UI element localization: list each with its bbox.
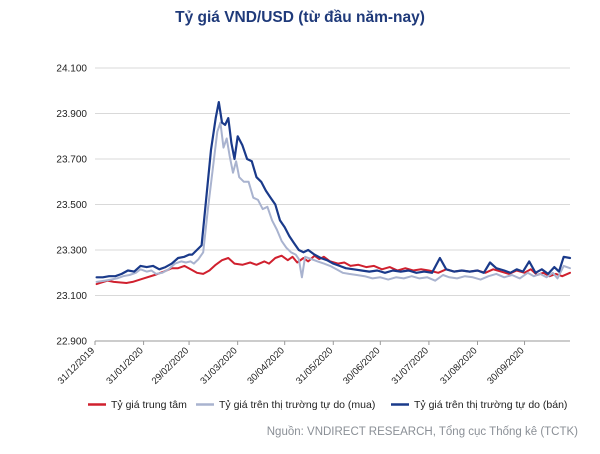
x-tick-label: 29/02/2020 — [150, 345, 191, 386]
y-tick-label: 24.100 — [56, 64, 87, 75]
chart-title: Tỷ giá VND/USD (từ đầu năm-nay) — [175, 9, 425, 26]
x-tick-label: 30/09/2020 — [485, 345, 526, 386]
x-tick-label: 30/06/2020 — [341, 345, 382, 386]
y-tick-label: 23.300 — [56, 246, 87, 257]
y-tick-label: 23.500 — [56, 200, 87, 211]
y-tick-label: 23.900 — [56, 109, 87, 120]
source-note: Nguồn: VNDIRECT RESEARCH, Tổng cục Thống… — [266, 426, 578, 438]
x-tick-label: 31/12/2019 — [56, 345, 97, 386]
legend-label-1: Tỷ giá trung tâm — [111, 399, 187, 411]
x-axis: 31/12/2019 31/01/2020 29/02/2020 31/03/2020… — [56, 340, 570, 387]
y-axis: 22.900 23.100 23.300 23.500 23.700 23.900 24.1… — [56, 64, 87, 348]
x-tick-label: 31/01/2020 — [104, 345, 145, 386]
y-tick-label: 23.100 — [56, 291, 87, 302]
x-tick-label: 31/08/2020 — [438, 345, 479, 386]
gridlines — [95, 67, 570, 342]
y-tick-label: 23.700 — [56, 155, 87, 166]
legend: Tỷ giá trung tâm Tỷ giá trên thị trường t… — [88, 399, 567, 411]
series-lines — [95, 101, 572, 286]
x-tick-label: 31/03/2020 — [198, 345, 239, 386]
x-tick-label: 30/04/2020 — [245, 345, 286, 386]
x-tick-label: 31/07/2020 — [390, 345, 431, 386]
legend-label-2: Tỷ giá trên thị trường tự do (mua) — [219, 399, 375, 411]
series-line-2 — [95, 121, 571, 283]
series-line-3 — [95, 101, 572, 279]
y-tick-label: 22.900 — [56, 337, 87, 348]
legend-label-3: Tỷ giá trên thị trường tự do (bán) — [414, 399, 567, 411]
x-tick-label: 31/05/2020 — [294, 345, 335, 386]
